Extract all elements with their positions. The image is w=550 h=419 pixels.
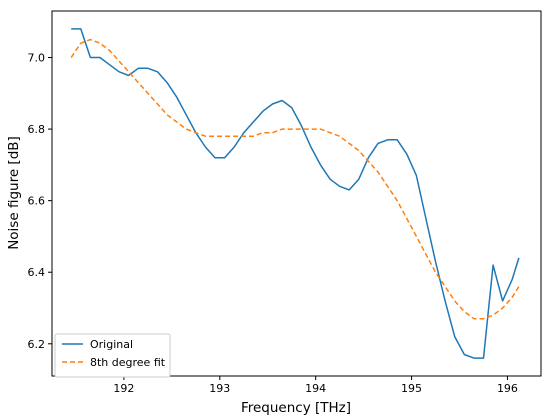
legend: Original 8th degree fit (54, 333, 171, 378)
x-tick-label: 195 (401, 382, 422, 395)
y-axis-label: Noise figure [dB] (6, 136, 22, 250)
x-tick-label: 196 (497, 382, 518, 395)
legend-frame (54, 333, 171, 378)
legend-original-label: Original (90, 338, 133, 351)
legend-fit-label: 8th degree fit (90, 356, 166, 369)
axes: 192 193 194 195 196 6.2 6.4 6.6 6.8 7.0 (28, 10, 542, 395)
fit-series-line (70, 38, 520, 320)
y-tick-label: 6.4 (28, 266, 46, 279)
x-tick-label: 192 (113, 382, 134, 395)
original-series-line (71, 28, 520, 359)
x-tick-label: 194 (305, 382, 326, 395)
y-tick-label: 6.8 (28, 123, 46, 136)
x-axis-label: Frequency [THz] (241, 400, 351, 416)
x-tick-label: 193 (209, 382, 230, 395)
y-tick-label: 6.2 (28, 338, 46, 351)
plot-area (70, 28, 520, 359)
y-tick-label: 6.6 (28, 195, 46, 208)
y-tick-label: 7.0 (28, 52, 46, 65)
axes-frame (51, 10, 542, 377)
